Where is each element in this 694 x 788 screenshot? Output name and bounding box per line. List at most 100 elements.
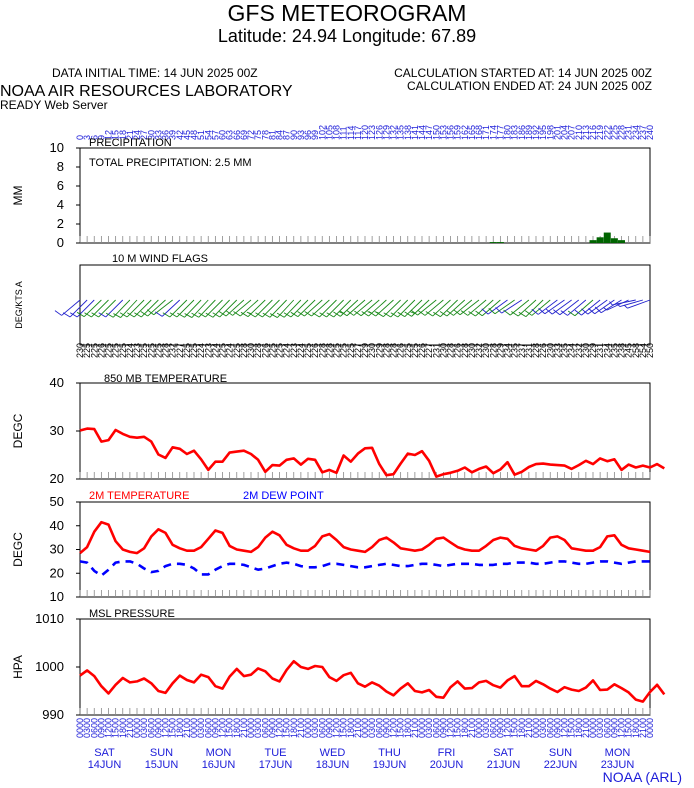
- y-tick-label: 4: [57, 197, 64, 212]
- bottom-hour-label: 0900: [438, 718, 448, 738]
- top-hour-label: 198: [545, 125, 555, 140]
- wind-direction-label: 226: [96, 343, 106, 358]
- bottom-hour-label: 0000: [75, 718, 85, 738]
- bottom-hour-label: 1200: [560, 718, 570, 738]
- wind-barb-tick: [603, 307, 608, 311]
- top-hour-label: 72: [246, 130, 256, 140]
- bottom-hour-label: 1800: [517, 718, 527, 738]
- wind-barb-tick: [126, 312, 135, 318]
- panel-frame-4: [79, 501, 651, 598]
- bottom-hour-label: 1200: [389, 718, 399, 738]
- wind-barb-tick: [191, 312, 199, 318]
- bottom-hour-label: 1200: [617, 718, 627, 738]
- wind-direction-label: 245: [624, 343, 634, 358]
- wind-direction-label: 224: [125, 343, 135, 358]
- date-label: 18JUN: [316, 759, 350, 771]
- top-hour-label: 81: [267, 130, 277, 140]
- top-hour-label: 45: [182, 130, 192, 140]
- bottom-hour-label: 0600: [431, 718, 441, 738]
- wind-direction-label: 225: [232, 343, 242, 358]
- bottom-hour-label: 2100: [638, 718, 648, 738]
- wind-barb-tick: [62, 312, 71, 318]
- y-tick-label: 1010: [35, 611, 64, 626]
- y-axis-label: DEG/KTS A: [14, 281, 24, 329]
- bottom-hour-label: 1500: [510, 718, 520, 738]
- top-hour-label: 18: [118, 130, 128, 140]
- wind-direction-label: 225: [182, 343, 192, 358]
- top-hour-label: 48: [189, 130, 199, 140]
- wind-barb-tick: [616, 303, 621, 307]
- wind-direction-label: 226: [453, 343, 463, 358]
- wind-barb: [612, 299, 636, 306]
- wind-barb-tick: [225, 310, 233, 316]
- top-hour-label: 102: [317, 125, 327, 140]
- wind-direction-label: 226: [260, 343, 270, 358]
- wind-barb-tick: [84, 312, 92, 318]
- wind-barb-tick: [146, 309, 154, 316]
- wind-direction-label: 228: [253, 343, 263, 358]
- top-hour-label: 105: [324, 125, 334, 140]
- wind-direction-label: 235: [560, 343, 570, 358]
- precip-bar: [603, 232, 611, 243]
- date-label: 22JUN: [544, 759, 578, 771]
- wind-barb: [453, 299, 473, 316]
- top-hour-label: 156: [446, 125, 456, 140]
- bottom-hour-label: 0900: [552, 718, 562, 738]
- wind-direction-label: 227: [353, 343, 363, 358]
- top-hour-label: 159: [453, 125, 463, 140]
- bottom-hour-label: 1200: [503, 718, 513, 738]
- wind-barb-tick: [433, 311, 441, 318]
- wind-barb-tick: [574, 309, 582, 316]
- chart-title: GFS METEOROGRAM: [227, 0, 467, 26]
- wind-direction-label: 231: [524, 343, 534, 358]
- top-hour-label: 201: [552, 125, 562, 140]
- server-name: READY Web Server: [0, 98, 108, 112]
- wind-direction-label: 234: [567, 343, 577, 358]
- wind-direction-label: 228: [531, 343, 541, 358]
- wind-direction-label: 228: [324, 343, 334, 358]
- wind-barb-tick: [446, 310, 454, 316]
- top-hour-label: 228: [617, 125, 627, 140]
- bottom-hour-label: 0600: [203, 718, 213, 738]
- wind-direction-label: 225: [146, 343, 156, 358]
- bottom-hour-label: 1200: [218, 718, 228, 738]
- top-hour-label: 132: [389, 125, 399, 140]
- wind-barb-tick: [410, 309, 418, 316]
- wind-barb: [153, 299, 173, 316]
- top-hour-label: 90: [289, 130, 299, 140]
- bottom-hour-label: 1500: [396, 718, 406, 738]
- legend-dewpoint: 2M DEW POINT: [243, 490, 324, 502]
- wind-barb-tick: [383, 312, 392, 318]
- top-hour-label: 204: [560, 125, 570, 140]
- bottom-hour-label: 1200: [446, 718, 456, 738]
- wind-direction-label: 228: [317, 343, 327, 358]
- top-hour-label: 168: [474, 125, 484, 140]
- y-tick-label: 2: [57, 216, 64, 231]
- day-of-week-label: SAT: [94, 747, 115, 759]
- top-hour-label: 108: [332, 125, 342, 140]
- top-hour-label: 30: [146, 130, 156, 140]
- wind-barb: [587, 299, 608, 315]
- wind-direction-label: 224: [282, 343, 292, 358]
- init-time: DATA INITIAL TIME: 14 JUN 2025 00Z: [52, 66, 258, 80]
- top-hour-label: 84: [275, 130, 285, 140]
- precip-bar: [489, 242, 497, 243]
- top-hour-label: 24: [132, 130, 142, 140]
- wind-barb-tick: [531, 308, 539, 315]
- wind-direction-label: 254: [638, 343, 648, 358]
- top-hour-label: 147: [424, 125, 434, 140]
- top-hour-label: 27: [139, 130, 149, 140]
- wind-barb-tick: [326, 312, 335, 318]
- bottom-hour-label: 0900: [210, 718, 220, 738]
- panel-title: MSL PRESSURE: [89, 608, 175, 620]
- top-hour-label: 21: [125, 130, 135, 140]
- wind-direction-label: 232: [168, 343, 178, 358]
- top-hour-label: 141: [410, 125, 420, 140]
- wind-direction-label: 258: [631, 343, 641, 358]
- bottom-hour-label: 1500: [567, 718, 577, 738]
- wind-barb-tick: [368, 311, 376, 317]
- wind-direction-label: 228: [389, 343, 399, 358]
- bottom-hour-label: 0300: [253, 718, 263, 738]
- wind-barb-tick: [339, 310, 348, 317]
- wind-barb: [225, 299, 245, 317]
